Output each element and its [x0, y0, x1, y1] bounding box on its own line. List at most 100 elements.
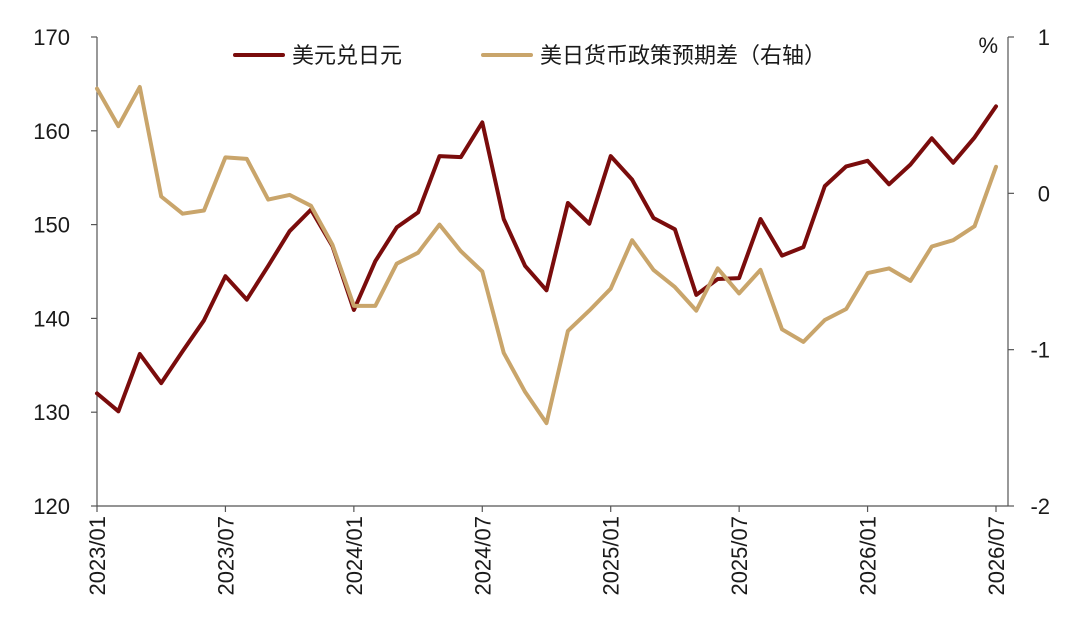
y-left-tick-label: 170 [33, 25, 70, 50]
x-tick-label: 2025/07 [727, 516, 752, 596]
y-right-tick-label: -1 [1030, 338, 1050, 363]
series-point [523, 390, 527, 394]
x-tick-label: 2024/01 [342, 516, 367, 596]
series-point [737, 276, 741, 280]
legend-label-2: 美日货币政策预期差（右轴） [540, 44, 826, 69]
series-points-1 [95, 104, 998, 413]
series-point [609, 287, 613, 291]
y-left-tick-label: 130 [33, 400, 70, 425]
series-point [823, 318, 827, 322]
series-point [887, 266, 891, 270]
series-point [395, 225, 399, 230]
y-right-tick-label: 0 [1038, 181, 1050, 206]
series-point [288, 193, 292, 197]
series-point [951, 161, 955, 165]
series-point [887, 182, 891, 186]
series-point [502, 351, 506, 355]
series-point [138, 85, 142, 89]
x-tick-label: 2023/07 [213, 516, 238, 596]
series-point [951, 238, 955, 242]
x-tick-label: 2026/07 [984, 516, 1009, 596]
series-point [972, 135, 977, 139]
y-left-tick-label: 120 [33, 494, 70, 519]
series-point [223, 274, 228, 278]
series-point [95, 391, 99, 396]
series-point [908, 162, 912, 167]
y-right-unit-label: % [978, 33, 998, 58]
y-left-tick-label: 140 [33, 306, 70, 331]
series-point [266, 264, 270, 268]
series-point [352, 304, 356, 308]
series-point [844, 307, 848, 311]
series-point [116, 124, 121, 128]
series-point [587, 222, 591, 226]
series-point [459, 155, 463, 159]
series-point [266, 197, 270, 202]
series-point [480, 120, 484, 124]
series-point [395, 262, 399, 266]
series-line-1 [95, 104, 998, 414]
series-point [758, 217, 763, 221]
x-tick-label: 2024/07 [470, 516, 495, 596]
series-point [566, 201, 570, 205]
series-line-2 [95, 85, 998, 426]
series-point [352, 308, 356, 312]
series-points-2 [95, 85, 998, 425]
series-point [694, 308, 698, 313]
series-point [716, 266, 720, 270]
series-point [181, 212, 185, 216]
series-point [181, 349, 185, 353]
series-point [245, 157, 249, 161]
series-point [502, 217, 506, 221]
series-point [737, 291, 741, 295]
series-point [544, 421, 549, 425]
series-point [587, 308, 591, 313]
series-point [865, 271, 870, 275]
series-point [459, 249, 463, 253]
series-point [609, 154, 613, 158]
series-point [566, 329, 570, 333]
x-tick-label: 2025/01 [599, 516, 624, 596]
series-point [480, 269, 484, 274]
series-point [309, 204, 313, 208]
series-point [865, 159, 870, 163]
series-point [908, 279, 912, 283]
y-right-tick-label: -2 [1030, 494, 1050, 519]
series-point [95, 86, 99, 91]
series-point [823, 184, 827, 188]
series-point [116, 409, 121, 413]
series-point [159, 381, 163, 385]
y-right-tick-label: 1 [1038, 25, 1050, 50]
series-point [651, 216, 656, 220]
series-point [630, 238, 634, 242]
series-point [694, 293, 698, 297]
series-point [758, 268, 763, 272]
series-point [994, 165, 998, 169]
series-point [673, 285, 677, 289]
series-point [437, 154, 442, 158]
x-tick-label: 2023/01 [85, 516, 110, 596]
series-point [138, 352, 142, 356]
series-point [651, 268, 656, 272]
series-point [202, 208, 206, 213]
legend-label-1: 美元兑日元 [292, 44, 402, 69]
series-point [780, 327, 784, 331]
series-point [159, 194, 163, 199]
series-point [416, 251, 420, 255]
series-point [437, 223, 442, 227]
series-point [630, 177, 634, 182]
series-point [844, 164, 848, 169]
series-point [373, 259, 377, 263]
series-point [801, 245, 805, 249]
series-point [994, 104, 998, 109]
series-point [930, 244, 934, 249]
series-point [673, 227, 677, 231]
y-left-tick-label: 160 [33, 119, 70, 144]
series-point [801, 340, 805, 344]
series-point [202, 318, 206, 322]
series-point [523, 264, 527, 268]
series-point [780, 253, 784, 258]
series-point [223, 155, 228, 159]
x-tick-label: 2026/01 [856, 516, 881, 596]
